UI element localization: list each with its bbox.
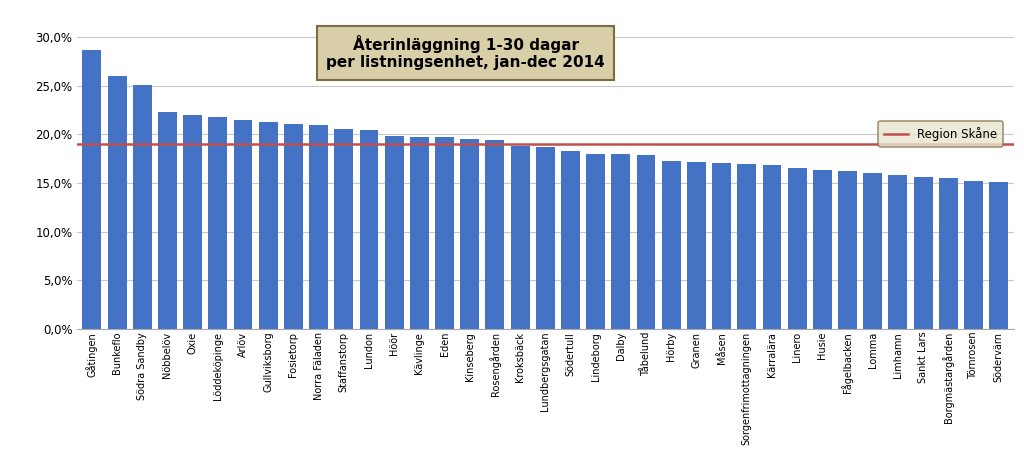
- Bar: [133, 85, 152, 329]
- Bar: [662, 160, 681, 329]
- Bar: [989, 182, 1008, 329]
- Bar: [889, 175, 907, 329]
- Bar: [511, 146, 529, 329]
- Bar: [284, 123, 303, 329]
- Bar: [939, 178, 957, 329]
- Bar: [561, 151, 580, 329]
- Bar: [863, 173, 882, 329]
- Bar: [209, 117, 227, 329]
- Bar: [586, 154, 605, 329]
- Bar: [158, 112, 177, 329]
- Bar: [913, 177, 933, 329]
- Bar: [335, 129, 353, 329]
- Bar: [385, 136, 403, 329]
- Bar: [460, 139, 479, 329]
- Bar: [309, 126, 328, 329]
- Bar: [536, 147, 555, 329]
- Bar: [183, 115, 202, 329]
- Bar: [763, 165, 781, 329]
- Bar: [687, 163, 706, 329]
- Bar: [435, 137, 454, 329]
- Bar: [485, 140, 505, 329]
- Bar: [712, 164, 731, 329]
- Bar: [964, 181, 983, 329]
- Bar: [359, 130, 379, 329]
- Bar: [233, 120, 253, 329]
- Bar: [83, 49, 101, 329]
- Legend: Region Skåne: Region Skåne: [879, 121, 1004, 147]
- Bar: [410, 137, 429, 329]
- Bar: [787, 168, 807, 329]
- Bar: [637, 155, 655, 329]
- Bar: [813, 170, 831, 329]
- Text: Återinläggning 1-30 dagar
per listningsenhet, jan-dec 2014: Återinläggning 1-30 dagar per listningse…: [327, 35, 605, 70]
- Bar: [838, 171, 857, 329]
- Bar: [611, 154, 631, 329]
- Bar: [737, 165, 756, 329]
- Bar: [108, 76, 127, 329]
- Bar: [259, 122, 278, 329]
